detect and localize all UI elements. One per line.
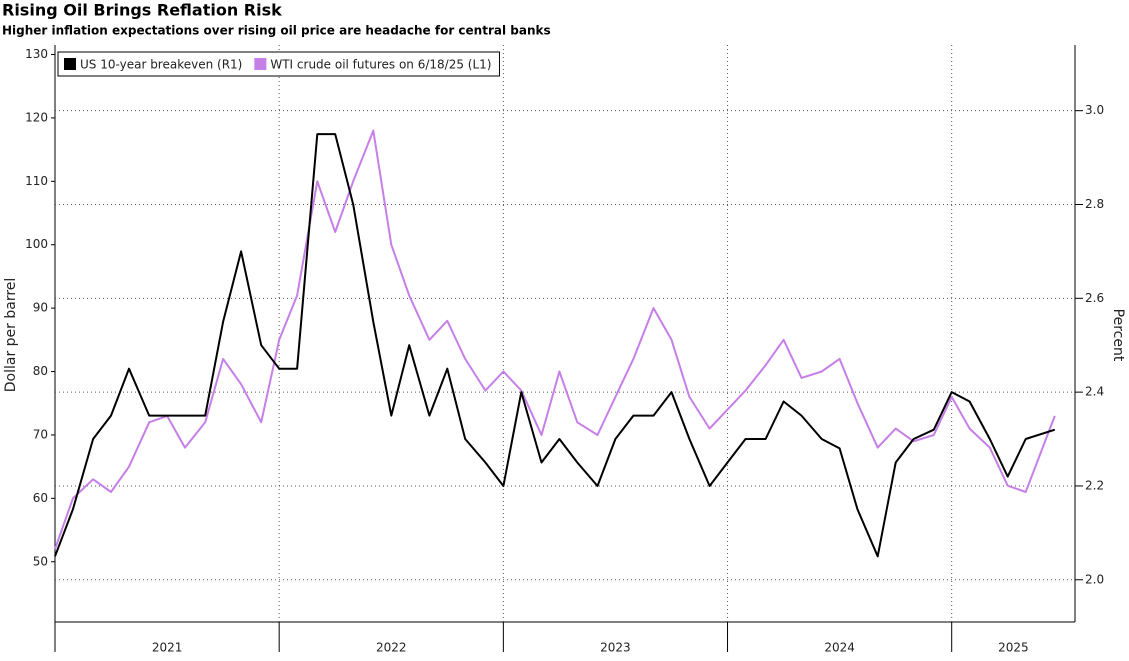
y-tick-label: 70: [33, 427, 48, 441]
y-tick-label: 90: [33, 301, 48, 315]
y2-tick-label: 2.6: [1085, 291, 1104, 305]
y-tick-label: 50: [33, 554, 48, 568]
legend-label: US 10-year breakeven (R1): [80, 58, 242, 72]
y2-tick-label: 3.0: [1085, 103, 1104, 117]
chart-subtitle: Higher inflation expectations over risin…: [2, 24, 551, 38]
y-tick-label: 80: [33, 364, 48, 378]
y2-tick-label: 2.2: [1085, 478, 1104, 492]
x-tick-label: 2023: [600, 641, 631, 655]
legend-label: WTI crude oil futures on 6/18/25 (L1): [270, 58, 491, 72]
y-tick-label: 100: [25, 237, 48, 251]
y-tick-label: 120: [25, 110, 48, 124]
chart-title: Rising Oil Brings Reflation Risk: [2, 1, 282, 20]
x-tick-label: 2021: [152, 641, 183, 655]
series-line: [54, 129, 1056, 550]
y2-tick-label: 2.8: [1085, 197, 1104, 211]
y-tick-label: 130: [25, 47, 48, 61]
x-tick-label: 2025: [998, 641, 1029, 655]
y-tick-label: 60: [33, 491, 48, 505]
y2-axis-title: Percent: [1110, 309, 1126, 362]
y2-tick-label: 2.4: [1085, 385, 1104, 399]
legend-box: [57, 51, 500, 77]
x-tick-label: 2024: [824, 641, 855, 655]
legend-swatch: [254, 58, 267, 70]
x-tick-label: 2022: [376, 641, 407, 655]
y2-tick-label: 2.0: [1085, 572, 1104, 586]
y-tick-label: 110: [25, 174, 48, 188]
series-line: [54, 133, 1056, 558]
y-axis-title: Dollar per barrel: [3, 278, 19, 393]
legend-swatch: [64, 58, 76, 70]
